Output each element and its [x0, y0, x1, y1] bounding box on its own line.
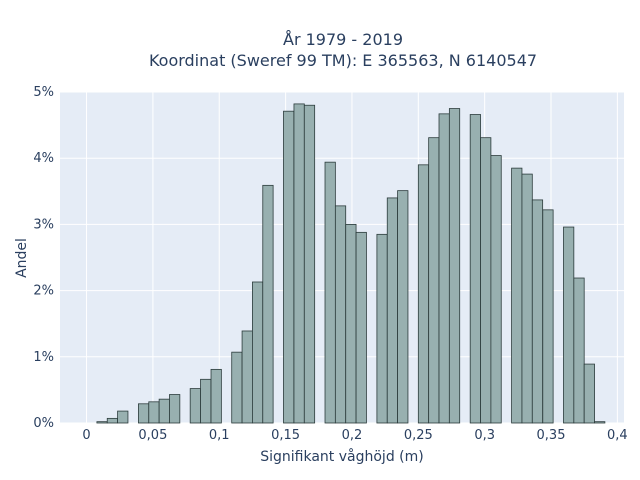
x-tick-labels: 0 0,05 0,1 0,15 0,2 0,25 0,3 0,35 0,4 [82, 428, 627, 443]
histogram-bar [189, 388, 201, 424]
histogram-bar [148, 401, 160, 424]
x-tick-label: 0,4 [607, 428, 628, 443]
bars [96, 103, 606, 424]
histogram-bar [210, 368, 222, 424]
histogram-bar [117, 410, 129, 424]
histogram-bar [397, 190, 409, 424]
histogram-bar [355, 231, 367, 424]
histogram-bar [563, 226, 575, 424]
histogram-bar [334, 205, 347, 424]
histogram-bar [169, 394, 181, 424]
histogram-bar [200, 378, 212, 424]
x-tick-label: 0,1 [209, 428, 230, 443]
histogram-bar [490, 155, 502, 424]
histogram-bar [469, 114, 481, 424]
y-tick-label: 1% [33, 350, 54, 365]
histogram-bar [376, 233, 388, 424]
histogram-bar [521, 173, 533, 424]
histogram-bar [594, 421, 606, 424]
x-tick-label: 0,2 [342, 428, 363, 443]
histogram-bar [241, 330, 253, 424]
histogram-bar [428, 137, 440, 424]
histogram-bar [542, 209, 554, 424]
histogram-bar [293, 103, 305, 424]
y-axis-label: Andel [14, 238, 30, 278]
histogram-bar [531, 199, 544, 424]
histogram-bar [438, 113, 450, 424]
histogram-bar [417, 164, 430, 424]
histogram-bar [345, 223, 357, 424]
y-tick-label: 3% [33, 217, 54, 232]
histogram-bar [324, 161, 336, 424]
histogram-bar [158, 398, 170, 424]
histogram-bar [96, 421, 108, 424]
x-tick-label: 0 [82, 428, 90, 443]
histogram-bar [106, 417, 118, 424]
y-tick-label: 2% [33, 284, 54, 299]
chart-title-line2: Koordinat (Sweref 99 TM): E 365563, N 61… [149, 51, 537, 70]
x-tick-label: 0,35 [537, 428, 566, 443]
chart-title-line1: År 1979 - 2019 [283, 30, 403, 49]
histogram-bar [262, 184, 274, 424]
histogram-bar [252, 281, 264, 424]
histogram-bar [583, 363, 595, 424]
histogram-bar [138, 403, 150, 424]
histogram-bar [303, 104, 316, 424]
x-axis-label: Signifikant våghöjd (m) [260, 448, 423, 465]
histogram-bar [448, 108, 461, 424]
y-tick-label: 5% [33, 85, 54, 100]
x-tick-label: 0,05 [138, 428, 167, 443]
histogram-bar [386, 197, 399, 424]
histogram-bar [573, 277, 585, 424]
y-tick-label: 4% [33, 151, 54, 166]
histogram-bar [231, 351, 243, 424]
y-tick-labels: 0% 1% 2% 3% 4% 5% [33, 85, 54, 431]
x-tick-label: 0,25 [404, 428, 433, 443]
histogram-bar [480, 137, 492, 424]
x-tick-label: 0,3 [474, 428, 495, 443]
histogram-bar [511, 167, 523, 424]
y-tick-label: 0% [33, 416, 54, 431]
x-tick-label: 0,15 [271, 428, 300, 443]
histogram-bar [283, 110, 295, 424]
